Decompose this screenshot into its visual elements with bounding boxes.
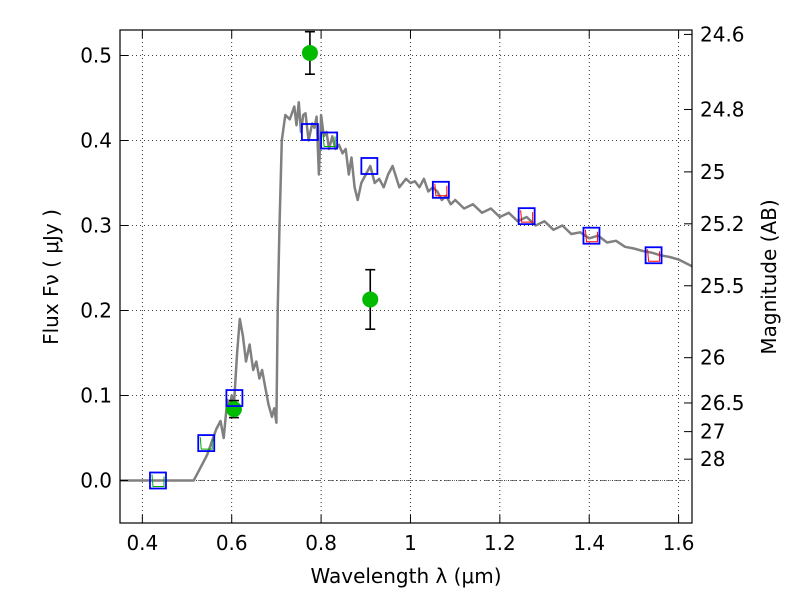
magnitude-tick-label: 25.2 [700,212,745,236]
model-photometry-point [225,389,244,407]
x-tick-label: 0.4 [126,531,158,555]
y-tick-label: 0.3 [80,214,112,238]
filter-curve-marker [434,183,448,197]
model-photometry-point [301,123,319,141]
magnitude-tick-label: 27 [700,420,725,444]
grid [120,30,692,523]
plot-frame [119,29,693,524]
model-photometry-point [517,207,536,226]
model-photometry-point [320,131,339,150]
filter-curve-marker [199,437,213,450]
filter-curve-marker [520,210,534,223]
observed-point [301,44,318,61]
magnitude-tick-label: 25 [700,160,725,184]
y-tick-label: 0.5 [80,44,112,68]
x-tick-label: 0.6 [216,531,248,555]
magnitude-tick-label: 24.8 [700,97,745,121]
observed-point [225,401,242,418]
points [149,30,663,490]
magnitude-tick-label: 26.5 [700,391,745,415]
magnitude-axis-ticks: 24.6 24.8 25 25.2 25.5 26 26.5 27 28 [684,22,745,471]
x-tick-label: 1.2 [484,531,516,555]
magnitude-tick-label: 28 [700,447,725,471]
filter-curve-marker [647,249,661,262]
model-photometry-point [197,434,216,453]
y-axis-ticks: 0.0 0.1 0.2 0.3 0.4 0.5 [80,44,128,493]
y-tick-label: 0.0 [80,469,112,493]
model-photometry-point [644,246,663,265]
y-tick-label: 0.2 [80,299,112,323]
magnitude-tick-label: 25.5 [700,274,745,298]
y-axis-label: Flux Fν ( μJy ) [39,209,63,345]
magnitude-tick-label: 26 [700,346,725,370]
model-photometry-point [360,157,379,175]
y-tick-label: 0.4 [80,129,112,153]
y-tick-label: 0.1 [80,384,112,408]
magnitude-tick-label: 24.6 [700,22,745,46]
x-axis-label: Wavelength λ (μm) [310,564,501,588]
x-axis-ticks: 0.4 0.6 0.8 1 1.2 1.4 1.6 [126,30,695,555]
model-photometry-point [582,226,601,245]
filter-curve-marker [151,474,165,487]
observed-point [362,291,379,308]
model-photometry-point [431,180,450,199]
x-tick-label: 1.4 [573,531,605,555]
filter-curve-marker [584,229,598,243]
x-tick-label: 0.8 [305,531,337,555]
filter-curve-marker [322,134,336,147]
x-tick-label: 1.6 [663,531,695,555]
model-photometry-point [149,471,167,490]
x-tick-label: 1 [404,531,417,555]
magnitude-axis-label: Magnitude (AB) [757,199,781,354]
